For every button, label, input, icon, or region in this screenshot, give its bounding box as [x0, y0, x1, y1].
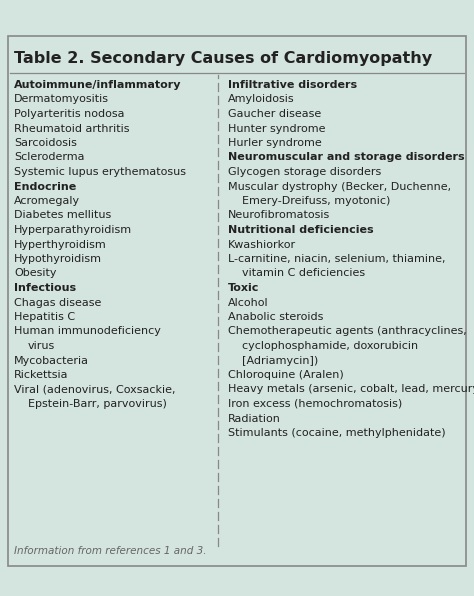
Text: Hepatitis C: Hepatitis C — [14, 312, 75, 322]
Text: Neurofibromatosis: Neurofibromatosis — [228, 210, 330, 221]
Text: Table 2. Secondary Causes of Cardiomyopathy: Table 2. Secondary Causes of Cardiomyopa… — [14, 51, 432, 66]
Text: virus: virus — [28, 341, 55, 351]
Text: Alcohol: Alcohol — [228, 297, 269, 308]
Text: Autoimmune/inflammatory: Autoimmune/inflammatory — [14, 80, 182, 90]
Text: Neuromuscular and storage disorders: Neuromuscular and storage disorders — [228, 153, 465, 163]
Text: Hyperparathyroidism: Hyperparathyroidism — [14, 225, 132, 235]
Text: Kwashiorkor: Kwashiorkor — [228, 240, 296, 250]
Text: Hurler syndrome: Hurler syndrome — [228, 138, 322, 148]
Text: Diabetes mellitus: Diabetes mellitus — [14, 210, 111, 221]
Text: Epstein-Barr, parvovirus): Epstein-Barr, parvovirus) — [28, 399, 167, 409]
Text: Nutritional deficiencies: Nutritional deficiencies — [228, 225, 374, 235]
Text: Chagas disease: Chagas disease — [14, 297, 101, 308]
Text: Human immunodeficiency: Human immunodeficiency — [14, 327, 161, 337]
Text: Systemic lupus erythematosus: Systemic lupus erythematosus — [14, 167, 186, 177]
Text: Muscular dystrophy (Becker, Duchenne,: Muscular dystrophy (Becker, Duchenne, — [228, 182, 451, 191]
Text: [Adriamycin]): [Adriamycin]) — [242, 355, 318, 365]
Text: Hyperthyroidism: Hyperthyroidism — [14, 240, 107, 250]
Text: Gaucher disease: Gaucher disease — [228, 109, 321, 119]
Text: Mycobacteria: Mycobacteria — [14, 355, 89, 365]
Text: vitamin C deficiencies: vitamin C deficiencies — [242, 269, 365, 278]
Text: Infectious: Infectious — [14, 283, 76, 293]
Text: Toxic: Toxic — [228, 283, 259, 293]
Text: Acromegaly: Acromegaly — [14, 196, 80, 206]
Text: Chloroquine (Aralen): Chloroquine (Aralen) — [228, 370, 344, 380]
Text: Radiation: Radiation — [228, 414, 281, 424]
Text: Obesity: Obesity — [14, 269, 56, 278]
Text: Emery-Dreifuss, myotonic): Emery-Dreifuss, myotonic) — [242, 196, 391, 206]
Text: Hunter syndrome: Hunter syndrome — [228, 123, 326, 134]
Text: Glycogen storage disorders: Glycogen storage disorders — [228, 167, 381, 177]
Text: Iron excess (hemochromatosis): Iron excess (hemochromatosis) — [228, 399, 402, 409]
Bar — [8, 36, 466, 566]
Text: Scleroderma: Scleroderma — [14, 153, 84, 163]
Text: Infiltrative disorders: Infiltrative disorders — [228, 80, 357, 90]
Text: Sarcoidosis: Sarcoidosis — [14, 138, 77, 148]
Text: Anabolic steroids: Anabolic steroids — [228, 312, 323, 322]
Text: Heavy metals (arsenic, cobalt, lead, mercury): Heavy metals (arsenic, cobalt, lead, mer… — [228, 384, 474, 395]
Text: Endocrine: Endocrine — [14, 182, 76, 191]
Text: Chemotherapeutic agents (anthracyclines,: Chemotherapeutic agents (anthracyclines, — [228, 327, 467, 337]
Text: L-carnitine, niacin, selenium, thiamine,: L-carnitine, niacin, selenium, thiamine, — [228, 254, 446, 264]
Text: cyclophosphamide, doxorubicin: cyclophosphamide, doxorubicin — [242, 341, 418, 351]
Text: Rheumatoid arthritis: Rheumatoid arthritis — [14, 123, 129, 134]
Text: Polyarteritis nodosa: Polyarteritis nodosa — [14, 109, 125, 119]
Text: Information from references 1 and 3.: Information from references 1 and 3. — [14, 546, 207, 556]
Text: Viral (adenovirus, Coxsackie,: Viral (adenovirus, Coxsackie, — [14, 384, 175, 395]
Text: Dermatomyositis: Dermatomyositis — [14, 95, 109, 104]
Text: Amyloidosis: Amyloidosis — [228, 95, 295, 104]
Text: Rickettsia: Rickettsia — [14, 370, 69, 380]
Text: Stimulants (cocaine, methylphenidate): Stimulants (cocaine, methylphenidate) — [228, 428, 446, 438]
Text: Hypothyroidism: Hypothyroidism — [14, 254, 102, 264]
